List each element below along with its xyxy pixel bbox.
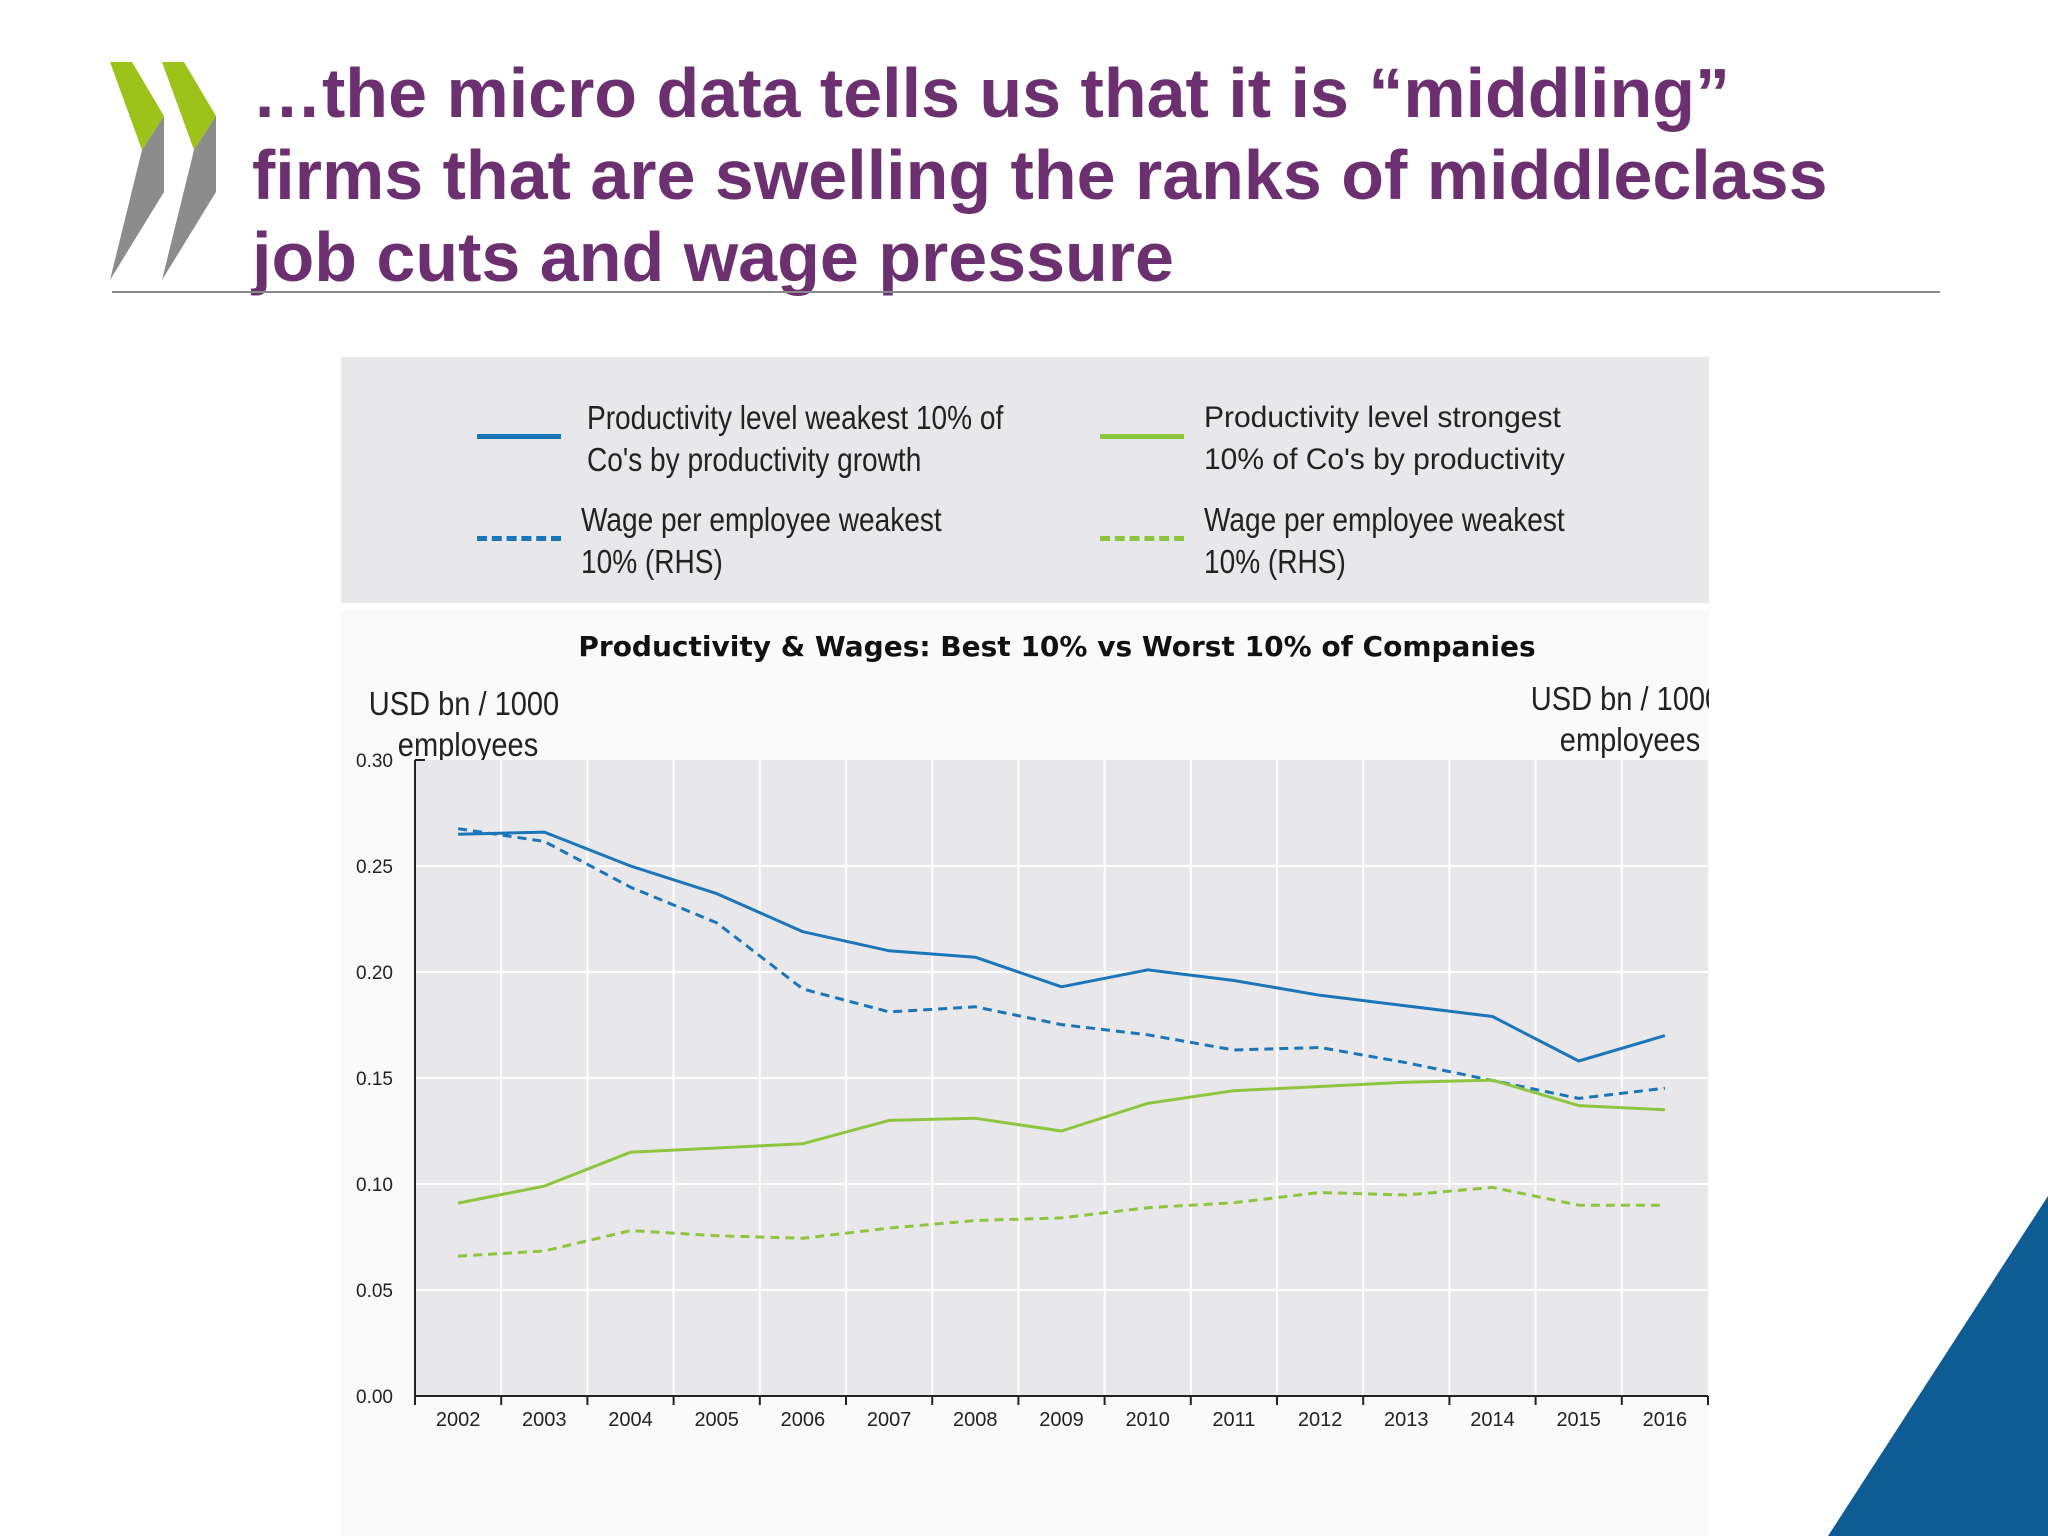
corner-decoration [1828,1196,2048,1536]
legend-swatch-green-solid [1100,434,1184,439]
oecd-chevron-logo [110,62,216,280]
legend-label-line1: Wage per employee weakest [1204,501,1565,538]
series-line-1 [458,830,1666,1063]
slide-title: …the micro data tells us that it is “mid… [252,52,1952,298]
corner-triangle [1828,1196,2048,1536]
logo-chevron-2-gray [162,116,216,280]
line-chart: Productivity & Wages: Best 10% vs Worst … [356,630,1709,1431]
legend-swatch-blue-dashed [477,536,561,541]
y-tick-label-left: 0.15 [356,1069,393,1090]
legend-swatch-blue-solid [477,434,561,439]
x-tick-label: 2002 [436,1409,481,1431]
y-tick-label-left: 0.30 [356,751,393,772]
y-axis-right-label-line1: USD bn / 1000 [1531,680,1709,717]
y-axis-right-label: USD bn / 1000 employees [1531,680,1709,758]
logo-chevron-2-green [162,62,216,150]
slide-title-line-2: firms that are swelling the ranks of mid… [252,136,1828,214]
series-lines [457,827,1666,1258]
y-tick-label-left: 0.20 [356,963,393,984]
legend-label-line2: 10% of Co's by productivity [1204,443,1565,476]
y-axis-left-label: USD bn / 1000 employees [369,685,568,763]
chart-title: Productivity & Wages: Best 10% vs Worst … [578,630,1535,663]
series-line-4 [458,1185,1665,1258]
x-tick-label: 2010 [1125,1409,1170,1431]
x-tick-label: 2016 [1643,1409,1688,1431]
x-tick-label: 2007 [867,1409,912,1431]
slide-title-line-1: …the micro data tells us that it is “mid… [252,54,1730,132]
x-tick-label: 2011 [1212,1409,1255,1431]
logo-chevron-1-gray [110,116,164,280]
x-tick-label: 2003 [522,1409,567,1431]
x-tick-label: 2006 [781,1409,826,1431]
legend-swatch-green-dashed [1100,536,1184,541]
y-axis-left-label-line2: employees [398,726,538,763]
slide-title-line-3: job cuts and wage pressure [252,218,1174,296]
legend-label-line2: 10% (RHS) [1204,543,1346,580]
chart-area: Productivity & Wages: Best 10% vs Worst … [341,610,1709,1536]
gridlines [415,760,1708,1396]
y-tick-label-left: 0.10 [356,1175,393,1196]
y-axis-left-label-line1: USD bn / 1000 [369,685,559,722]
legend-label-line1: Productivity level strongest [1204,401,1561,434]
logo-chevron-1-green [110,62,164,150]
x-tick-label: 2012 [1298,1409,1343,1431]
legend-label-line2: Co's by productivity growth [587,441,922,478]
x-tick-label: 2015 [1556,1409,1601,1431]
x-tick-label: 2005 [694,1409,739,1431]
x-tick-label: 2004 [608,1409,653,1431]
x-tick-label: 2008 [953,1409,998,1431]
title-divider [112,291,1940,293]
x-tick-label: 2013 [1384,1409,1429,1431]
y-tick-label-left: 0.00 [356,1387,393,1408]
series-line-2 [457,827,1666,1100]
legend-label-line1: Wage per employee weakest [581,501,942,538]
series-line-3 [457,1078,1665,1205]
x-tick-label: 2014 [1470,1409,1515,1431]
y-tick-label-left: 0.05 [356,1281,393,1302]
legend-label-line1: Productivity level weakest 10% of [587,399,1004,436]
y-axis-right-label-line2: employees [1560,721,1700,758]
y-tick-label-left: 0.25 [356,857,393,878]
chart-legend: Productivity level weakest 10% of Co's b… [341,357,1709,603]
axes: 0.000.050.100.150.200.250.300.000.050.10… [356,751,1709,1431]
legend-label-line2: 10% (RHS) [581,543,723,580]
x-tick-label: 2009 [1039,1409,1084,1431]
